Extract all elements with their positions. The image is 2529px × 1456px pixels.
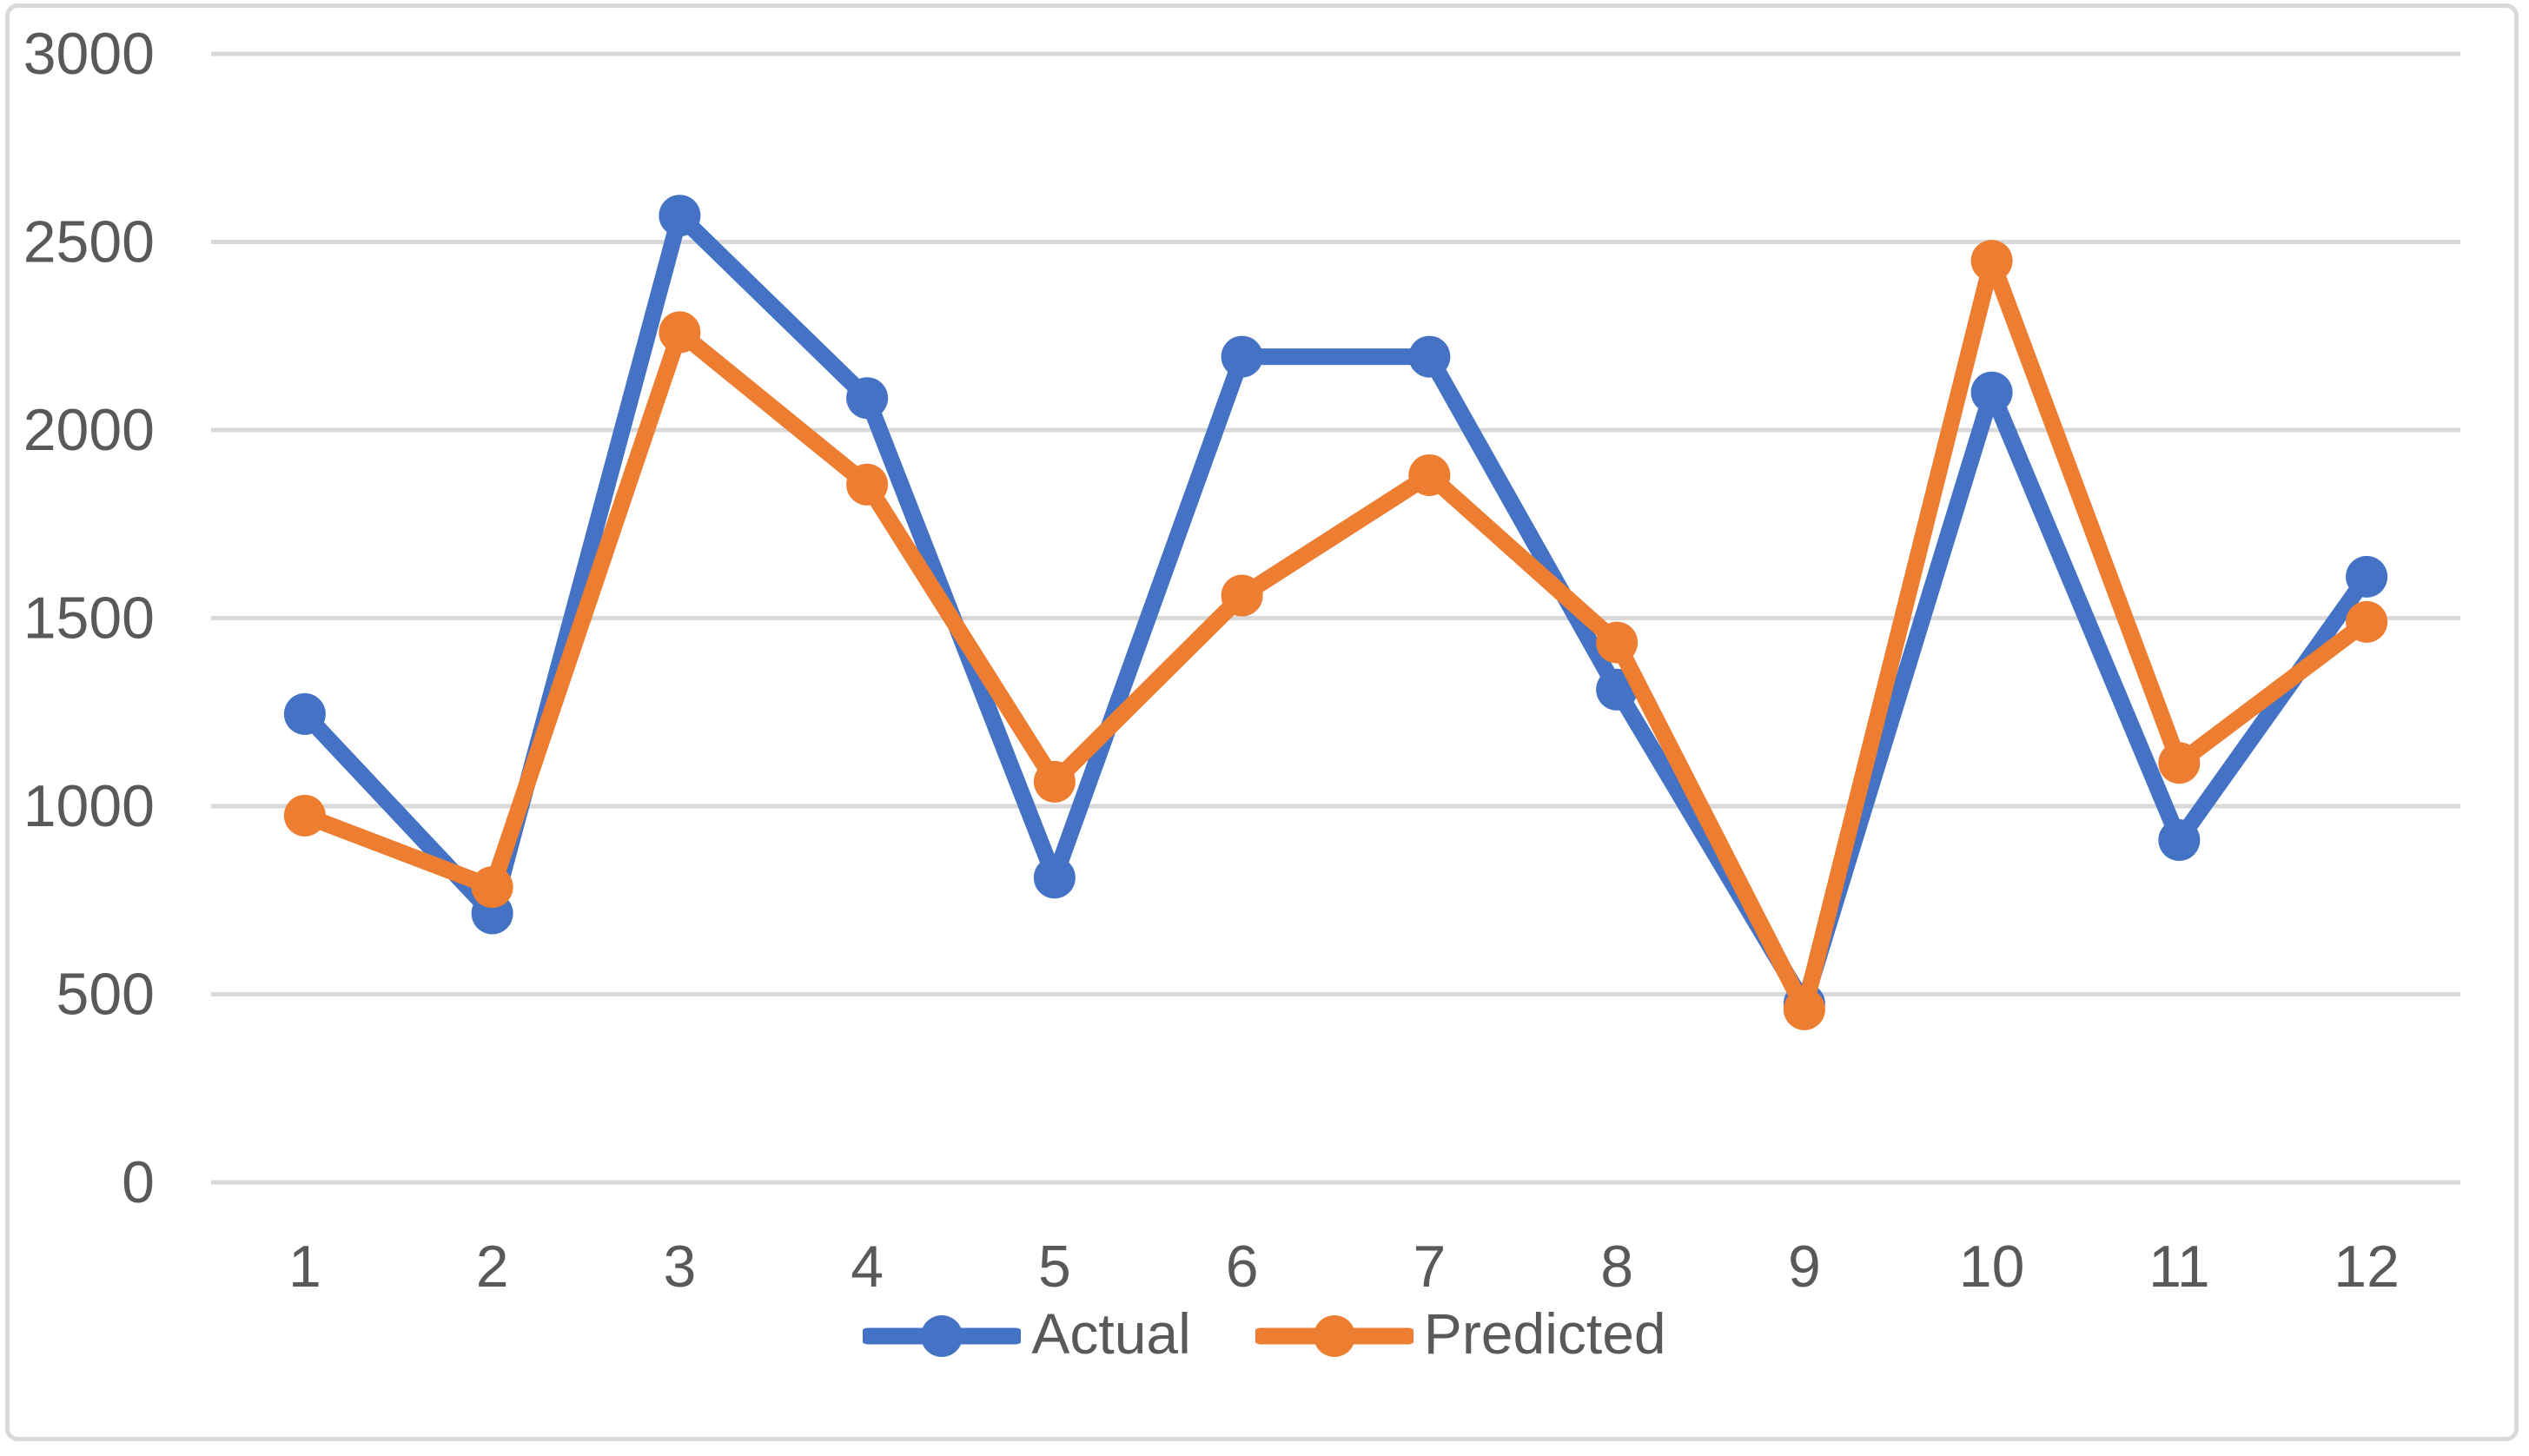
data-point-predicted-11 <box>2158 742 2201 784</box>
legend: Actual Predicted <box>0 1300 2529 1373</box>
y-tick-label: 500 <box>56 962 155 1028</box>
series-actual <box>283 195 2388 1025</box>
legend-label-actual: Actual <box>1031 1301 1191 1366</box>
y-axis-tick-labels: 0 500 1000 1500 2000 2500 3000 <box>23 21 155 1215</box>
series-predicted <box>283 240 2388 1030</box>
data-point-predicted-5 <box>1033 760 1076 803</box>
legend-label-predicted: Predicted <box>1423 1301 1666 1366</box>
x-tick-label: 8 <box>1600 1234 1633 1300</box>
data-point-predicted-7 <box>1408 453 1451 496</box>
chart-border <box>5 3 2519 1441</box>
y-tick-label: 0 <box>122 1149 155 1215</box>
data-point-predicted-4 <box>846 463 889 506</box>
x-tick-label: 9 <box>1788 1234 1821 1300</box>
y-tick-label: 3000 <box>23 21 155 87</box>
x-tick-label: 5 <box>1038 1234 1071 1300</box>
x-tick-label: 3 <box>663 1234 696 1300</box>
x-tick-label: 4 <box>851 1234 884 1300</box>
data-point-predicted-9 <box>1783 988 1825 1030</box>
y-tick-label: 2000 <box>23 397 155 463</box>
x-tick-label: 12 <box>2334 1234 2400 1300</box>
x-tick-label: 1 <box>288 1234 321 1300</box>
data-point-predicted-6 <box>1221 574 1263 617</box>
data-point-actual-4 <box>846 377 889 420</box>
series-line-actual <box>296 207 2375 1012</box>
data-point-predicted-12 <box>2346 600 2388 643</box>
data-point-actual-3 <box>659 195 701 237</box>
x-tick-label: 10 <box>1959 1234 2025 1300</box>
legend-item-predicted[interactable]: Predicted <box>1255 1305 1666 1367</box>
series-line-predicted <box>296 252 2375 1018</box>
data-point-predicted-2 <box>471 866 513 909</box>
data-point-predicted-3 <box>659 311 701 354</box>
legend-item-actual[interactable]: Actual <box>863 1301 1191 1367</box>
y-tick-label: 1000 <box>23 773 155 839</box>
legend-marker-predicted <box>1255 1315 1413 1357</box>
x-tick-label: 7 <box>1413 1234 1446 1300</box>
data-point-actual-7 <box>1408 335 1451 378</box>
x-tick-label: 11 <box>2148 1234 2210 1300</box>
data-point-predicted-1 <box>283 794 326 837</box>
data-point-actual-6 <box>1221 335 1263 378</box>
data-point-actual-10 <box>1970 371 2013 414</box>
data-point-actual-12 <box>2346 555 2388 598</box>
y-tick-label: 2500 <box>23 209 155 275</box>
data-point-predicted-8 <box>1596 621 1639 664</box>
data-point-predicted-10 <box>1970 240 2013 282</box>
y-tick-label: 1500 <box>23 586 155 652</box>
x-tick-label: 6 <box>1226 1234 1259 1300</box>
x-tick-label: 2 <box>476 1234 509 1300</box>
data-point-actual-5 <box>1033 857 1076 899</box>
data-point-actual-1 <box>283 692 326 735</box>
data-point-actual-11 <box>2158 818 2201 861</box>
x-axis-tick-labels: 1 2 3 4 5 6 7 8 9 10 11 12 <box>288 1234 2400 1300</box>
legend-marker-actual <box>863 1315 1022 1357</box>
